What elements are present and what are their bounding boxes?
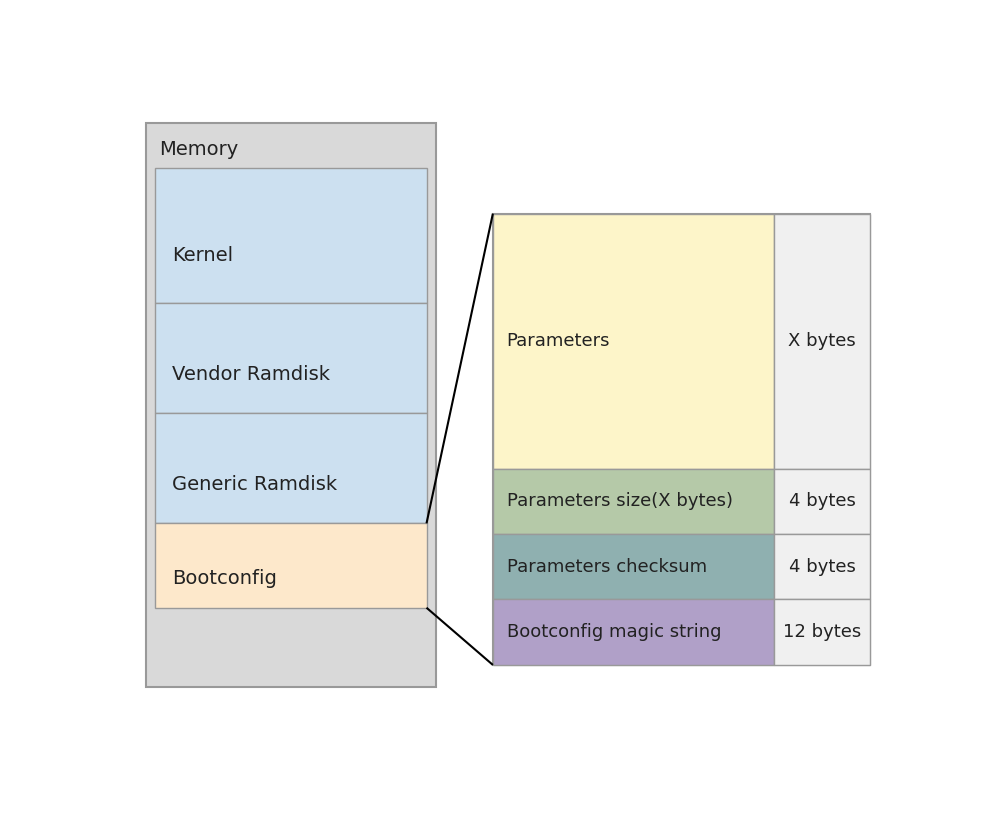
Text: Memory: Memory	[159, 140, 239, 160]
Bar	[155, 304, 426, 414]
Bar	[493, 213, 774, 469]
Text: Parameters checksum: Parameters checksum	[507, 558, 707, 575]
Text: Bootconfig magic string: Bootconfig magic string	[507, 624, 721, 641]
Text: Parameters size(X bytes): Parameters size(X bytes)	[507, 492, 732, 510]
Text: Parameters: Parameters	[507, 332, 610, 350]
Bar	[155, 523, 426, 608]
Text: Bootconfig: Bootconfig	[172, 569, 277, 588]
Bar	[774, 213, 871, 469]
Text: Generic Ramdisk: Generic Ramdisk	[172, 475, 337, 494]
Bar	[774, 534, 871, 599]
Text: Vendor Ramdisk: Vendor Ramdisk	[172, 365, 330, 384]
Bar	[155, 414, 426, 523]
Text: 4 bytes: 4 bytes	[789, 492, 856, 510]
Bar	[493, 213, 871, 665]
Text: X bytes: X bytes	[788, 332, 856, 350]
Bar	[155, 168, 426, 304]
Text: 4 bytes: 4 bytes	[789, 558, 856, 575]
Bar	[493, 599, 774, 665]
Bar	[146, 123, 436, 687]
Text: 12 bytes: 12 bytes	[783, 624, 861, 641]
Bar	[493, 534, 774, 599]
Bar	[493, 469, 774, 534]
Bar	[774, 469, 871, 534]
Bar	[774, 599, 871, 665]
Text: Kernel: Kernel	[172, 247, 233, 265]
